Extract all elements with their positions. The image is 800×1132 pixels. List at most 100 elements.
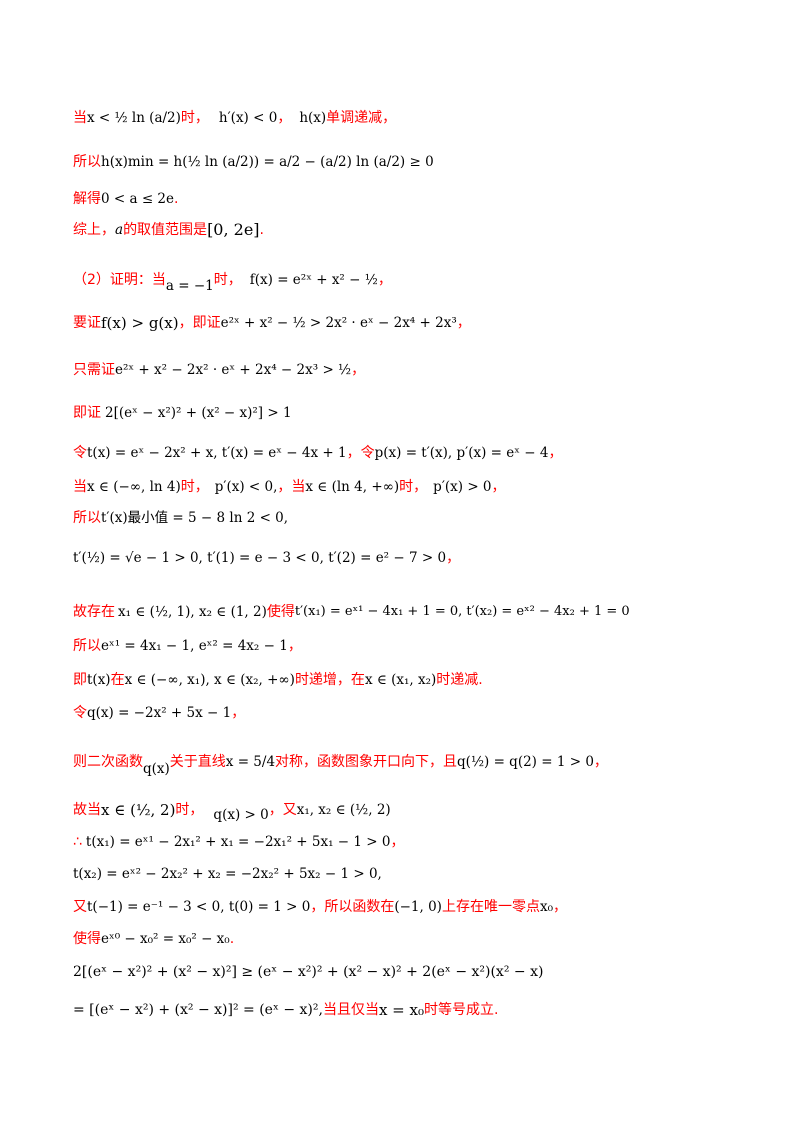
line-15-text4: 时递减. bbox=[436, 672, 483, 688]
line-10-math3: x ∈ (ln 4, +∞) bbox=[305, 479, 400, 495]
line-13-text2: 使得 bbox=[266, 604, 295, 620]
line-7-math: e²ˣ + x² − 2x² · eˣ + 2x⁴ − 2x³ > ½ bbox=[115, 362, 352, 378]
line-14-text: 所以 bbox=[73, 638, 101, 654]
line-7: 只需证 e²ˣ + x² − 2x² · eˣ + 2x⁴ − 2x³ > ½ … bbox=[73, 360, 365, 380]
line-1-math3: h(x) bbox=[299, 110, 327, 126]
line-18-math3: x₁, x₂ ∈ (½, 2) bbox=[296, 802, 391, 818]
line-16: 令 q(x) = −2x² + 5x − 1 ， bbox=[73, 703, 245, 723]
line-19: ∴ t(x₁) = eˣ¹ − 2x₁² + x₁ = −2x₁² + 5x₁ … bbox=[73, 832, 404, 852]
line-13-math2: t′(x₁) = eˣ¹ − 4x₁ + 1 = 0, t′(x₂) = eˣ²… bbox=[294, 604, 630, 619]
line-23-math: 2[(eˣ − x²)² + (x² − x)²] ≥ (eˣ − x²)² +… bbox=[73, 964, 544, 980]
line-6-text3: ， bbox=[456, 315, 471, 331]
line-24-text2: 当且仅当 bbox=[322, 1002, 379, 1018]
line-17-text4: ， bbox=[593, 754, 608, 770]
line-5-text2: 时， bbox=[213, 272, 242, 288]
line-5-text3: ， bbox=[377, 272, 392, 288]
line-18: 故当 x ∈ (½, 2) 时， q(x) > 0 ，又 x₁, x₂ ∈ (½… bbox=[73, 795, 391, 825]
line-10-text2: 时， bbox=[180, 479, 209, 495]
line-11-math: t′(x)最小值 = 5 − 8 ln 2 < 0, bbox=[101, 510, 289, 526]
line-20-math: t(x₂) = eˣ² − 2x₂² + x₂ = −2x₂² + 5x₂ − … bbox=[73, 866, 382, 882]
line-15-text2: 在 bbox=[110, 672, 125, 688]
line-13-math: x₁ ∈ (½, 1), x₂ ∈ (1, 2) bbox=[118, 604, 267, 620]
line-1-text3: ， bbox=[277, 110, 292, 126]
line-22-math: eˣ⁰ − x₀² = x₀² − x₀ bbox=[101, 931, 230, 947]
line-9-math: t(x) = eˣ − 2x² + x, t′(x) = eˣ − 4x + 1 bbox=[87, 445, 347, 461]
line-8: 即证 2[(eˣ − x²)² + (x² − x)²] > 1 bbox=[73, 403, 292, 423]
line-9-text2: ，令 bbox=[346, 445, 375, 461]
line-21: 又 t(−1) = e⁻¹ − 3 < 0, t(0) = 1 > 0 ，所以函… bbox=[73, 897, 567, 917]
line-1-text: 当 bbox=[73, 110, 87, 126]
line-24-math: = [(eˣ − x²) + (x² − x)]² = (eˣ − x)², bbox=[73, 1002, 323, 1018]
line-1: 当 x < ½ ln (a/2) 时， h′(x) < 0 ， h(x) 单调递… bbox=[73, 108, 396, 128]
line-5: （2）证明：当 a = −1 时， f(x) = e²ˣ + x² − ½ ， bbox=[73, 264, 392, 296]
line-16-math: q(x) = −2x² + 5x − 1 bbox=[87, 705, 232, 721]
line-13-text: 故存在 bbox=[73, 604, 115, 620]
line-21-text2: ，所以函数在 bbox=[310, 899, 395, 915]
line-15-text3: 时递增，在 bbox=[294, 672, 365, 688]
line-12-text2: ， bbox=[446, 550, 461, 566]
line-14: 所以 eˣ¹ = 4x₁ − 1, eˣ² = 4x₂ − 1 ， bbox=[73, 636, 302, 656]
line-12-math: t′(½) = √e − 1 > 0, t′(1) = e − 3 < 0, t… bbox=[73, 550, 447, 566]
line-1-math2: h′(x) < 0 bbox=[218, 110, 278, 126]
line-12: t′(½) = √e − 1 > 0, t′(1) = e − 3 < 0, t… bbox=[73, 548, 460, 568]
line-5-text: （2）证明：当 bbox=[73, 272, 166, 288]
line-24: = [(eˣ − x²) + (x² − x)]² = (eˣ − x)², 当… bbox=[73, 1000, 498, 1020]
line-16-text: 令 bbox=[73, 705, 87, 721]
line-6-math: f(x) > g(x) bbox=[101, 314, 179, 332]
line-5-math2: f(x) = e²ˣ + x² − ½ bbox=[249, 272, 378, 288]
line-19-text: ∴ bbox=[73, 834, 82, 850]
line-18-math: x ∈ (½, 2) bbox=[101, 801, 176, 819]
line-8-math: 2[(eˣ − x²)² + (x² − x)²] > 1 bbox=[105, 405, 292, 421]
line-10-math: x ∈ (−∞, ln 4) bbox=[87, 479, 181, 495]
line-15: 即 t(x) 在 x ∈ (−∞, x₁), x ∈ (x₂, +∞) 时递增，… bbox=[73, 670, 483, 690]
line-21-text: 又 bbox=[73, 899, 87, 915]
line-5-math: a = −1 bbox=[165, 278, 214, 294]
line-2: 所以 h(x)min = h(½ ln (a/2)) = a/2 − (a/2)… bbox=[73, 152, 434, 172]
line-20: t(x₂) = eˣ² − 2x₂² + x₂ = −2x₂² + 5x₂ − … bbox=[73, 864, 382, 884]
line-10: 当 x ∈ (−∞, ln 4) 时， p′(x) < 0, ，当 x ∈ (l… bbox=[73, 477, 506, 497]
line-9-text3: ， bbox=[548, 445, 563, 461]
line-22-text2: . bbox=[229, 931, 235, 947]
line-17-math: q(x) bbox=[143, 761, 170, 777]
line-4-text3: . bbox=[259, 222, 264, 238]
line-1-text4: 单调递减， bbox=[326, 110, 397, 126]
line-3-math: 0 < a ≤ 2e bbox=[101, 191, 175, 207]
line-4: 综上， a 的取值范围是 [0, 2e] . bbox=[73, 220, 264, 240]
line-3: 解得 0 < a ≤ 2e . bbox=[73, 189, 178, 209]
line-10-text: 当 bbox=[73, 479, 87, 495]
line-18-text2: 时， bbox=[175, 802, 204, 818]
line-1-math: x < ½ ln (a/2) bbox=[87, 110, 181, 126]
line-10-text4: 时， bbox=[399, 479, 428, 495]
line-24-math2: x = x₀ bbox=[378, 1001, 424, 1019]
line-19-text2: ， bbox=[390, 834, 405, 850]
line-21-math3: x₀ bbox=[539, 899, 553, 915]
line-6-text: 要证 bbox=[73, 315, 101, 331]
line-14-text2: ， bbox=[287, 638, 302, 654]
line-21-math: t(−1) = e⁻¹ − 3 < 0, t(0) = 1 > 0 bbox=[87, 899, 311, 915]
line-9-text: 令 bbox=[73, 445, 87, 461]
line-6-text2: ，即证 bbox=[178, 315, 221, 331]
line-15-math2: x ∈ (−∞, x₁), x ∈ (x₂, +∞) bbox=[124, 672, 295, 688]
line-11-text: 所以 bbox=[73, 510, 101, 526]
line-13: 故存在 x₁ ∈ (½, 1), x₂ ∈ (1, 2) 使得 t′(x₁) =… bbox=[73, 602, 630, 622]
line-22-text: 使得 bbox=[73, 931, 101, 947]
line-2-math: h(x)min = h(½ ln (a/2)) = a/2 − (a/2) ln… bbox=[101, 154, 434, 170]
line-10-text3: ，当 bbox=[277, 479, 306, 495]
line-1-text2: 时， bbox=[180, 110, 209, 126]
line-21-text3: 上存在唯一零点 bbox=[441, 899, 540, 915]
line-4-text2: 的取值范围是 bbox=[123, 222, 208, 238]
line-2-text: 所以 bbox=[73, 154, 101, 170]
line-6: 要证 f(x) > g(x) ，即证 e²ˣ + x² − ½ > 2x² · … bbox=[73, 313, 471, 333]
line-10-math4: p′(x) > 0 bbox=[433, 479, 492, 495]
line-7-text2: ， bbox=[351, 362, 366, 378]
line-21-math2: (−1, 0) bbox=[394, 899, 442, 915]
line-10-text5: ， bbox=[491, 479, 506, 495]
line-4-text: 综上， bbox=[73, 222, 115, 238]
line-3-text: 解得 bbox=[73, 191, 101, 207]
line-16-text2: ， bbox=[231, 705, 246, 721]
line-18-text3: ，又 bbox=[268, 802, 297, 818]
line-17-math3: q(½) = q(2) = 1 > 0 bbox=[457, 754, 594, 770]
line-9: 令 t(x) = eˣ − 2x² + x, t′(x) = eˣ − 4x +… bbox=[73, 443, 562, 463]
line-10-math2: p′(x) < 0, bbox=[214, 479, 278, 495]
